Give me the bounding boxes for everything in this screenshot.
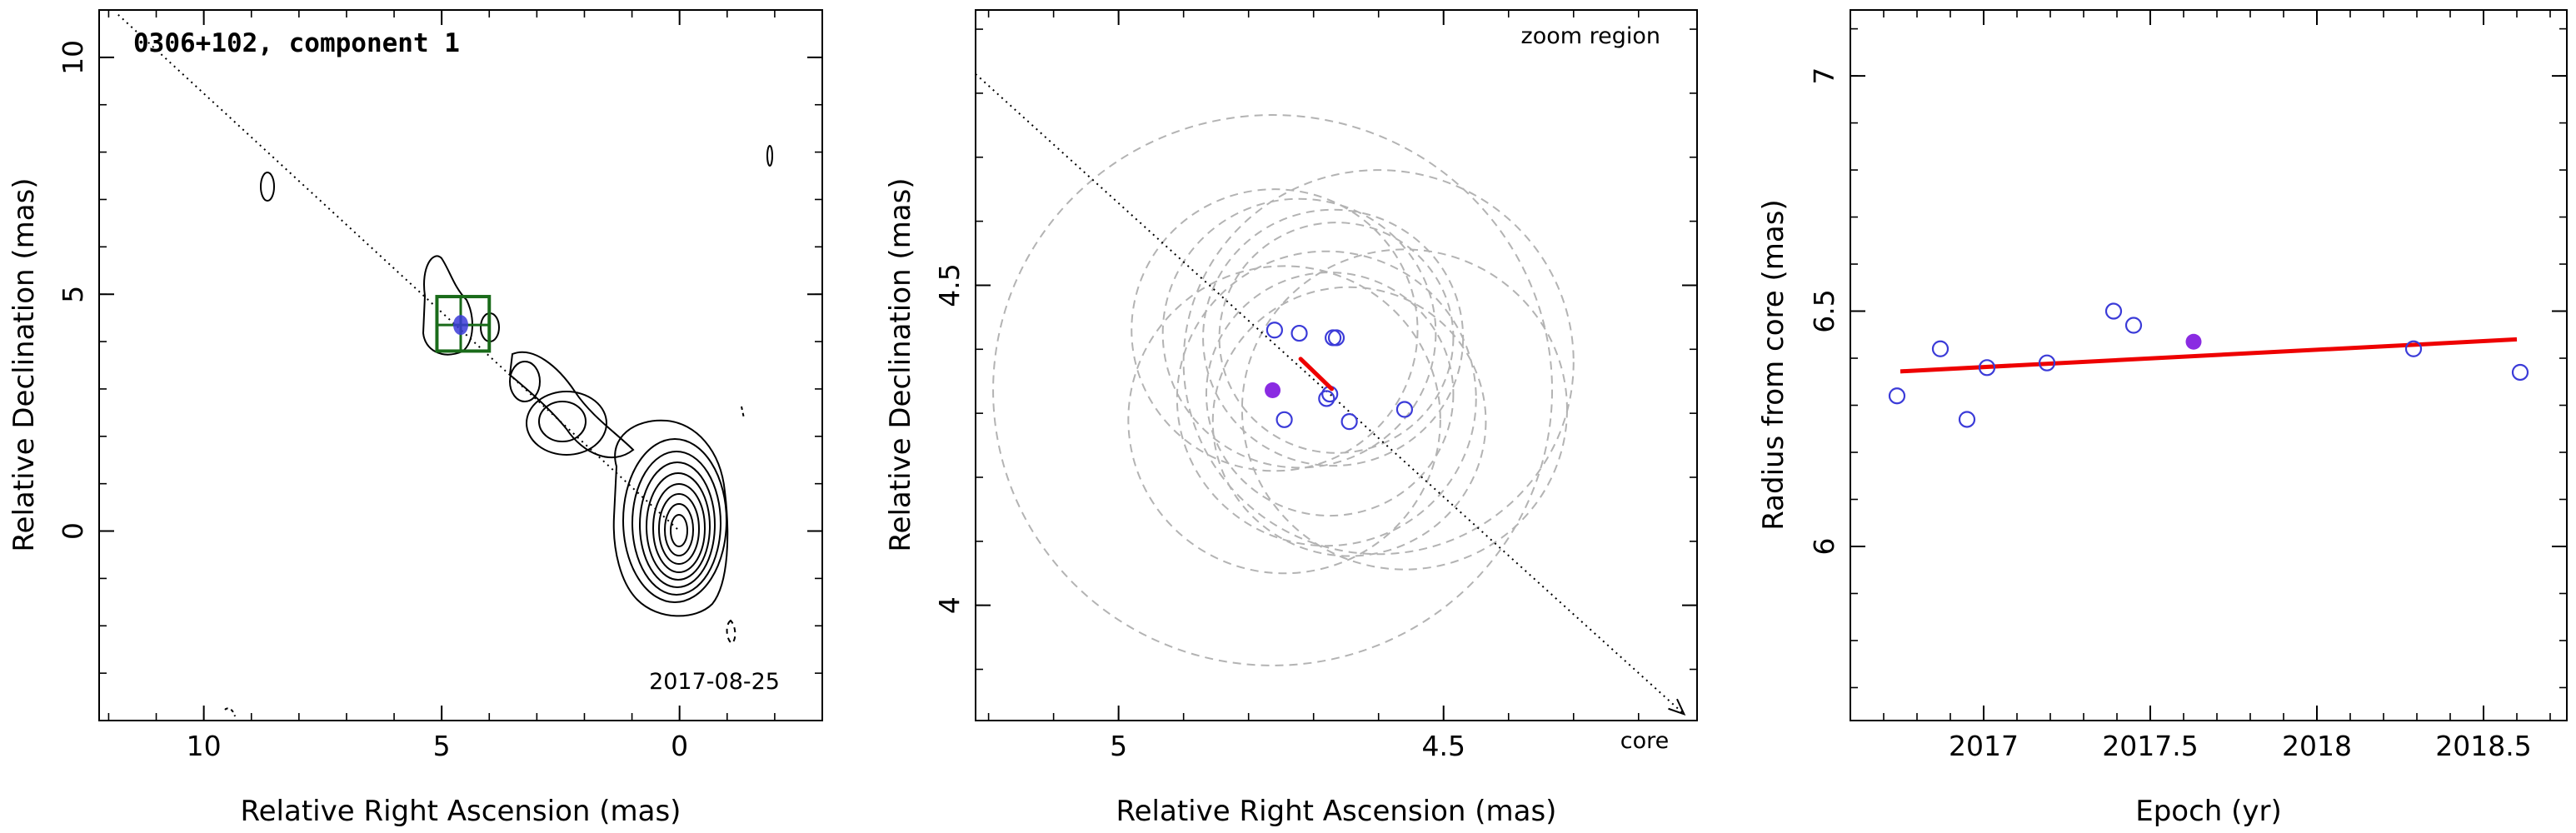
component-marker: [453, 315, 468, 336]
epoch-point: [2124, 317, 2143, 334]
epoch-point: [1931, 340, 1949, 357]
noise-contour-1: [260, 172, 275, 202]
zoom-annotation: zoom region: [1521, 23, 1660, 49]
map-panel-frame: [98, 9, 823, 721]
core-contour-9: [670, 514, 688, 547]
x-tick-label: 2018.5: [2435, 730, 2531, 762]
y-tick-label: 0: [57, 522, 89, 540]
motion-vector: [1298, 357, 1335, 392]
error-circle: [1182, 169, 1575, 556]
core-contour-5: [646, 472, 711, 581]
x-tick-label: 2018: [2282, 730, 2352, 762]
jet-contour-outer: [508, 351, 635, 458]
map-axes: 10 5 0 0 5 10: [57, 9, 823, 762]
epoch-point: [2038, 354, 2056, 372]
core-direction-arrowhead: [1668, 698, 1686, 716]
epoch-point: [1395, 401, 1414, 418]
error-circle: [1127, 265, 1441, 575]
map-contours: [224, 145, 773, 717]
negative-contour-3: [224, 707, 236, 717]
radius-x-axis-title: Epoch (yr): [2135, 795, 2282, 828]
y-tick-label: 6: [1808, 537, 1840, 555]
core-label: core: [1620, 728, 1669, 754]
map-marks: [117, 13, 681, 532]
core-contour-4: [639, 461, 716, 588]
y-tick-label: 10: [57, 40, 89, 75]
epoch-point: [1266, 322, 1283, 339]
error-circle: [1211, 286, 1487, 557]
core-contour-outer: [612, 419, 729, 617]
x-tick-label: 2017: [1949, 730, 2019, 762]
core-contour-6: [652, 483, 706, 573]
epoch-point: [2511, 363, 2529, 382]
core-contour-7: [658, 493, 700, 565]
error-circle: [992, 114, 1554, 666]
epoch-point: [1340, 413, 1358, 431]
negative-contour-1: [726, 619, 736, 645]
core-direction-line: [976, 73, 1685, 716]
error-circle: [1131, 188, 1419, 472]
core-contour-3: [632, 451, 721, 596]
y-tick-label: 4: [933, 596, 966, 614]
x-tick-label: 5: [1110, 730, 1127, 762]
epoch-point: [1958, 411, 1976, 428]
epoch-point: [1276, 411, 1293, 428]
core-contour-2: [622, 438, 727, 603]
epoch-point: [1888, 387, 1906, 405]
y-tick-label: 6.5: [1808, 289, 1840, 332]
zoom-marks: [976, 73, 1686, 716]
core-contour-8: [664, 503, 694, 556]
error-circle: [1161, 197, 1437, 469]
error-circle: [1205, 272, 1455, 517]
epoch-point: [1978, 359, 1996, 377]
component-contour: [422, 255, 473, 356]
radius-panel: 2017 2017.5 2018 2018.5 6 6.5 7 Epoch (yr) Rad…: [1757, 9, 2568, 828]
epoch-point: [2404, 340, 2423, 357]
zoom-axes: 5 4.5 4 4.5: [933, 10, 1697, 762]
x-tick-label: 4.5: [1421, 730, 1465, 762]
negative-contour-2: [741, 406, 745, 419]
zoom-panel-frame: [975, 9, 1698, 721]
fit-line: [1900, 337, 2518, 374]
map-panel: 10 5 0 0 5 10 0306+102, component 1 2017-08-2…: [7, 9, 823, 828]
radius-marks: [1888, 302, 2529, 428]
x-tick-label: 2017.5: [2102, 730, 2198, 762]
zoom-panel: 5 4.5 4 4.5 zoom region core Relative Right…: [884, 9, 1698, 828]
knot-contour-2: [538, 401, 587, 442]
noise-contour-2: [766, 145, 773, 167]
y-tick-label: 4.5: [933, 263, 966, 307]
x-tick-label: 5: [433, 730, 451, 762]
error-circle: [1218, 222, 1455, 454]
map-title: 0306+102, component 1: [133, 28, 460, 58]
map-x-axis-title: Relative Right Ascension (mas): [241, 795, 681, 828]
highlight-point: [1265, 382, 1281, 398]
error-circle: [1176, 250, 1477, 547]
epoch-point: [1327, 329, 1345, 347]
highlight-point: [2185, 333, 2202, 350]
y-tick-label: 7: [1808, 67, 1840, 85]
y-tick-label: 5: [57, 286, 89, 303]
jet-direction-line: [117, 13, 681, 532]
epoch-point: [2104, 302, 2123, 320]
zoom-x-axis-title: Relative Right Ascension (mas): [1116, 795, 1557, 828]
epoch-point: [1290, 324, 1308, 342]
knot-contour-1: [526, 391, 607, 456]
epoch-point: [1324, 329, 1342, 347]
x-tick-label: 10: [187, 730, 222, 762]
x-tick-label: 0: [671, 730, 688, 762]
zoom-y-axis-title: Relative Declination (mas): [884, 177, 917, 551]
radius-y-axis-title: Radius from core (mas): [1757, 199, 1790, 530]
epoch-point: [1318, 390, 1335, 407]
radius-axes: 2017 2017.5 2018 2018.5 6 6.5 7: [1808, 10, 2567, 762]
knot-contour-3: [509, 361, 541, 402]
map-y-axis-title: Relative Declination (mas): [7, 177, 41, 551]
radius-panel-frame: [1850, 9, 2568, 721]
map-date-label: 2017-08-25: [649, 669, 780, 695]
